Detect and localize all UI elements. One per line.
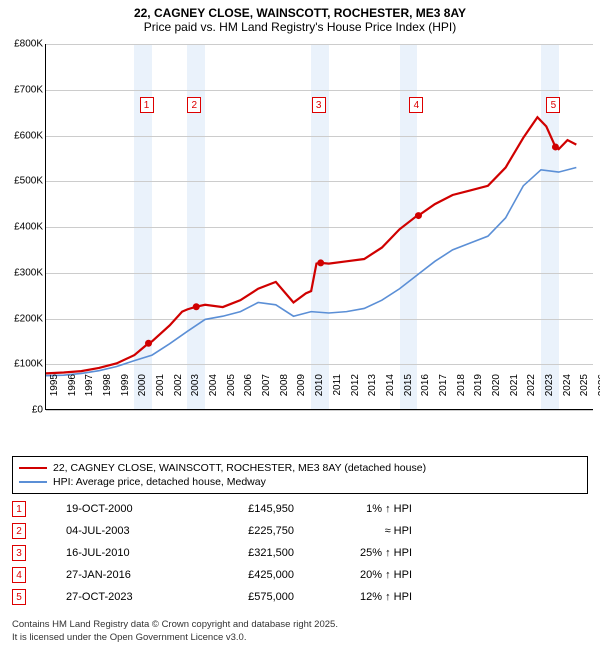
x-axis-label: 2022 (526, 374, 537, 414)
x-axis-label: 2010 (314, 374, 325, 414)
sale-date: 16-JUL-2010 (66, 547, 176, 559)
x-axis-label: 2015 (403, 374, 414, 414)
x-axis-label: 1998 (102, 374, 113, 414)
x-axis-label: 2014 (385, 374, 396, 414)
sale-marker-ref: 4 (12, 567, 26, 583)
x-axis-label: 2008 (279, 374, 290, 414)
x-axis-label: 2003 (190, 374, 201, 414)
sale-price: £225,750 (194, 525, 294, 537)
y-axis-label: £200K (14, 313, 43, 324)
sale-marker-ref: 3 (12, 545, 26, 561)
x-axis-label: 1999 (120, 374, 131, 414)
x-axis-label: 2009 (296, 374, 307, 414)
legend: 22, CAGNEY CLOSE, WAINSCOTT, ROCHESTER, … (12, 456, 588, 494)
y-axis-label: £300K (14, 267, 43, 278)
sale-marker: 2 (187, 97, 201, 113)
x-axis-label: 2013 (367, 374, 378, 414)
sale-date: 19-OCT-2000 (66, 503, 176, 515)
x-axis-label: 2004 (208, 374, 219, 414)
table-row: 2 04-JUL-2003 £225,750 ≈ HPI (12, 520, 588, 542)
sale-marker: 1 (140, 97, 154, 113)
sale-marker-ref: 5 (12, 589, 26, 605)
x-axis-label: 2000 (137, 374, 148, 414)
legend-item: HPI: Average price, detached house, Medw… (19, 475, 581, 489)
sale-date: 04-JUL-2003 (66, 525, 176, 537)
sale-pct: 20% ↑ HPI (312, 569, 412, 581)
x-axis-label: 2005 (226, 374, 237, 414)
x-axis-label: 2025 (579, 374, 590, 414)
sale-date: 27-JAN-2016 (66, 569, 176, 581)
sale-price: £321,500 (194, 547, 294, 559)
sale-price: £425,000 (194, 569, 294, 581)
y-axis-label: £700K (14, 84, 43, 95)
x-axis-label: 2024 (562, 374, 573, 414)
footer-line-2: It is licensed under the Open Government… (12, 632, 338, 644)
x-axis-label: 2021 (509, 374, 520, 414)
x-axis-label: 2019 (473, 374, 484, 414)
footer-line-1: Contains HM Land Registry data © Crown c… (12, 619, 338, 631)
sale-date: 27-OCT-2023 (66, 591, 176, 603)
x-axis-label: 2011 (332, 374, 343, 414)
table-row: 5 27-OCT-2023 £575,000 12% ↑ HPI (12, 586, 588, 608)
x-axis-label: 2020 (491, 374, 502, 414)
x-axis-label: 2016 (420, 374, 431, 414)
x-axis-label: 2007 (261, 374, 272, 414)
legend-item: 22, CAGNEY CLOSE, WAINSCOTT, ROCHESTER, … (19, 461, 581, 475)
sale-pct: 25% ↑ HPI (312, 547, 412, 559)
x-axis-label: 2006 (243, 374, 254, 414)
sale-marker: 3 (312, 97, 326, 113)
sale-pct: 1% ↑ HPI (312, 503, 412, 515)
series-line (46, 168, 576, 376)
y-axis-label: £500K (14, 176, 43, 187)
y-axis-label: £100K (14, 359, 43, 370)
y-axis-label: £400K (14, 222, 43, 233)
sale-marker: 5 (546, 97, 560, 113)
sale-marker: 4 (409, 97, 423, 113)
footer-attribution: Contains HM Land Registry data © Crown c… (12, 619, 338, 644)
sale-pct: 12% ↑ HPI (312, 591, 412, 603)
x-axis-label: 1995 (49, 374, 60, 414)
x-axis-label: 2002 (173, 374, 184, 414)
x-axis-label: 2012 (350, 374, 361, 414)
x-axis-label: 1996 (67, 374, 78, 414)
x-axis-label: 2023 (544, 374, 555, 414)
sales-table: 1 19-OCT-2000 £145,950 1% ↑ HPI 2 04-JUL-2003… (12, 498, 588, 608)
sale-marker-ref: 1 (12, 501, 26, 517)
table-row: 3 16-JUL-2010 £321,500 25% ↑ HPI (12, 542, 588, 564)
series-line (46, 117, 576, 373)
x-axis-label: 2018 (456, 374, 467, 414)
y-axis-label: £600K (14, 130, 43, 141)
y-axis-label: £800K (14, 39, 43, 50)
y-axis-label: £0 (32, 405, 43, 416)
sale-marker-ref: 2 (12, 523, 26, 539)
sale-price: £145,950 (194, 503, 294, 515)
table-row: 4 27-JAN-2016 £425,000 20% ↑ HPI (12, 564, 588, 586)
page-subtitle: Price paid vs. HM Land Registry's House … (0, 20, 600, 38)
sale-pct: ≈ HPI (312, 525, 412, 537)
x-axis-label: 1997 (84, 374, 95, 414)
sale-price: £575,000 (194, 591, 294, 603)
table-row: 1 19-OCT-2000 £145,950 1% ↑ HPI (12, 498, 588, 520)
page-title: 22, CAGNEY CLOSE, WAINSCOTT, ROCHESTER, … (0, 0, 600, 20)
x-axis-label: 2017 (438, 374, 449, 414)
x-axis-label: 2001 (155, 374, 166, 414)
